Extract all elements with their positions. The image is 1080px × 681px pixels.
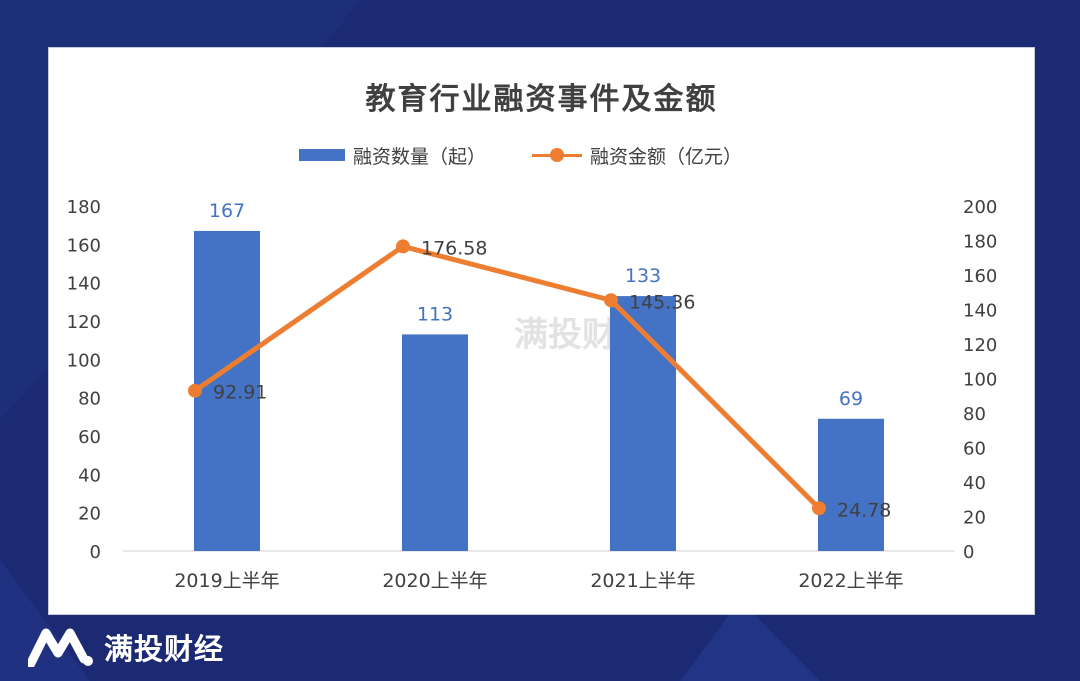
legend-bar-swatch [299,149,345,161]
x-tick-label: 2021上半年 [590,570,695,592]
line-point [396,239,410,254]
y-right-tick-label: 100 [963,370,997,391]
line-point [188,383,202,398]
x-tick-label: 2022上半年 [798,570,903,592]
y-left-tick-label: 20 [78,504,101,525]
line-point [604,293,618,308]
footer-brand: 满投财经 [28,626,224,668]
y-left-tick-label: 120 [67,312,101,333]
y-right-tick-label: 120 [963,335,997,356]
bar [818,418,884,551]
line-data-label: 92.91 [213,382,267,404]
chart-legend: 融资数量（起） 融资金额（亿元） [299,142,788,169]
y-right-tick-label: 60 [963,439,986,460]
line-data-label: 24.78 [837,499,891,521]
legend-line-swatch [532,148,583,162]
legend-label-amount: 融资金额（亿元） [590,145,743,168]
y-left-tick-label: 180 [67,197,101,218]
y-left-tick-label: 40 [78,465,101,486]
y-right-tick-label: 200 [963,197,997,218]
x-tick-label: 2019上半年 [174,570,279,592]
bar [194,230,260,551]
y-right-tick-label: 180 [963,232,997,253]
y-right-tick-label: 20 [963,508,986,529]
bar-data-label: 69 [839,388,863,410]
y-left-tick-label: 100 [67,350,101,371]
y-right-tick-label: 80 [963,404,986,425]
y-left-tick-label: 160 [67,235,101,256]
bar-data-label: 113 [417,303,453,325]
line-data-label: 176.58 [421,237,487,259]
series-line [192,243,822,511]
m-mountain-logo-icon [28,628,93,667]
brand-name: 满投财经 [104,632,225,666]
y-right-tick-label: 0 [963,542,974,563]
bar-data-label: 133 [625,265,661,287]
y-left-tick-label: 60 [78,427,101,448]
y-right-tick-label: 140 [963,301,997,322]
y-left-tick-label: 0 [90,542,101,563]
y-left-tick-label: 80 [78,389,101,410]
bar [402,334,468,551]
combo-chart: 0 20 40 60 80 100 120 140 160 180 0 20 40 60 80 100 120 1… [67,197,998,592]
bar-data-label: 167 [209,200,245,222]
legend-item-count: 融资数量（起） [299,142,486,169]
y-right-tick-label: 40 [963,473,986,494]
bar [610,296,676,551]
y-left-tick-label: 140 [67,274,101,295]
legend-item-amount: 融资金额（亿元） [532,142,742,169]
chart-card: 教育行业融资事件及金额 融资数量（起） 融资金额（亿元） 0 20 40 60 80 10… [48,47,1035,615]
x-tick-label: 2020上半年 [382,570,487,592]
legend-label-count: 融资数量（起） [353,145,487,168]
line-data-label: 145.36 [629,291,695,313]
y-right-tick-label: 160 [963,266,997,287]
line-point [812,501,826,516]
chart-title: 教育行业融资事件及金额 [365,82,718,117]
